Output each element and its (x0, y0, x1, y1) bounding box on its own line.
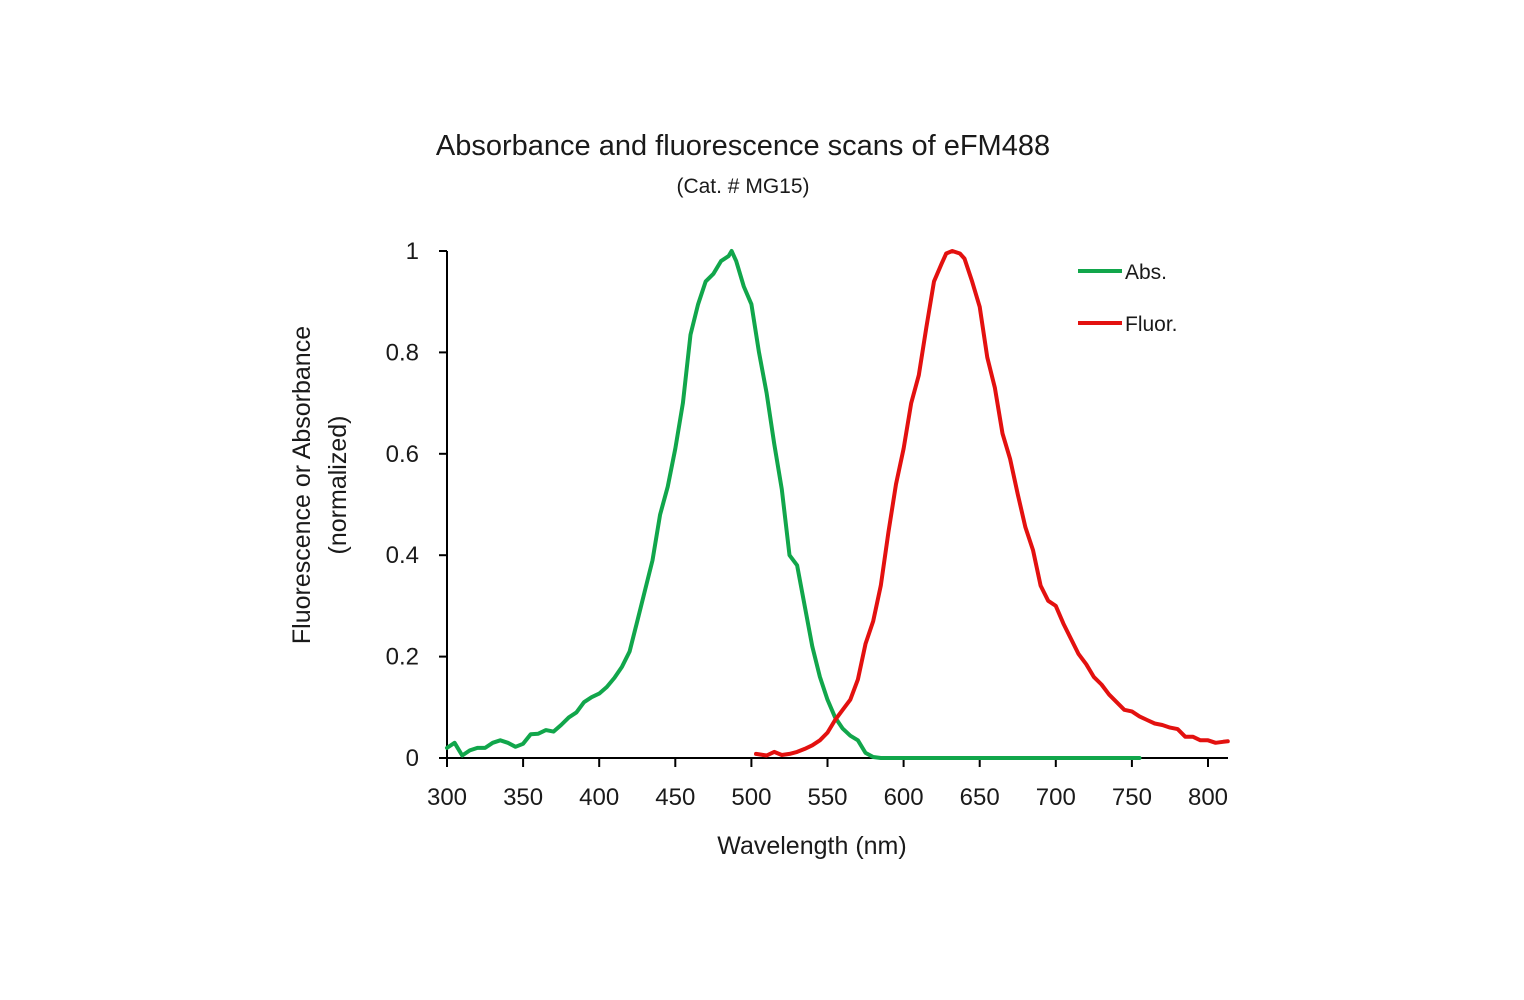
x-axis-title: Wavelength (nm) (717, 832, 907, 860)
x-tick-label: 350 (503, 784, 543, 811)
x-tick-label: 300 (427, 784, 467, 811)
y-tick-label: 0.6 (386, 441, 419, 468)
chart-title: Absorbance and fluorescence scans of eFM… (435, 130, 1051, 162)
series-line-fluor (754, 249, 1230, 758)
x-tick-label: 650 (960, 784, 1000, 811)
y-tick-label: 0.2 (386, 644, 419, 671)
x-tick-label: 400 (579, 784, 619, 811)
x-tick-label: 800 (1188, 784, 1228, 811)
axes: 0 0.2 0.4 0.6 0.8 1 300 350 400 450 500 550 600 650 70… (386, 238, 1228, 811)
y-tick-label: 0 (406, 745, 419, 772)
x-tick-label: 550 (807, 784, 847, 811)
legend-label-fluor: Fluor. (1125, 313, 1178, 336)
chart-subtitle: (Cat. # MG15) (676, 175, 810, 198)
y-tick-label: 1 (406, 238, 419, 265)
y-tick-label: 0.8 (386, 339, 419, 366)
x-tick-label: 700 (1036, 784, 1076, 811)
series-line-abs (445, 249, 1142, 760)
x-tick-label: 750 (1112, 784, 1152, 811)
x-tick-label: 450 (655, 784, 695, 811)
x-tick-label: 500 (731, 784, 771, 811)
legend-label-abs: Abs. (1125, 261, 1167, 284)
x-tick-label: 600 (884, 784, 924, 811)
legend: Abs. Fluor. (1078, 261, 1178, 336)
y-tick-label: 0.4 (386, 542, 419, 569)
series-layer (445, 249, 1230, 760)
